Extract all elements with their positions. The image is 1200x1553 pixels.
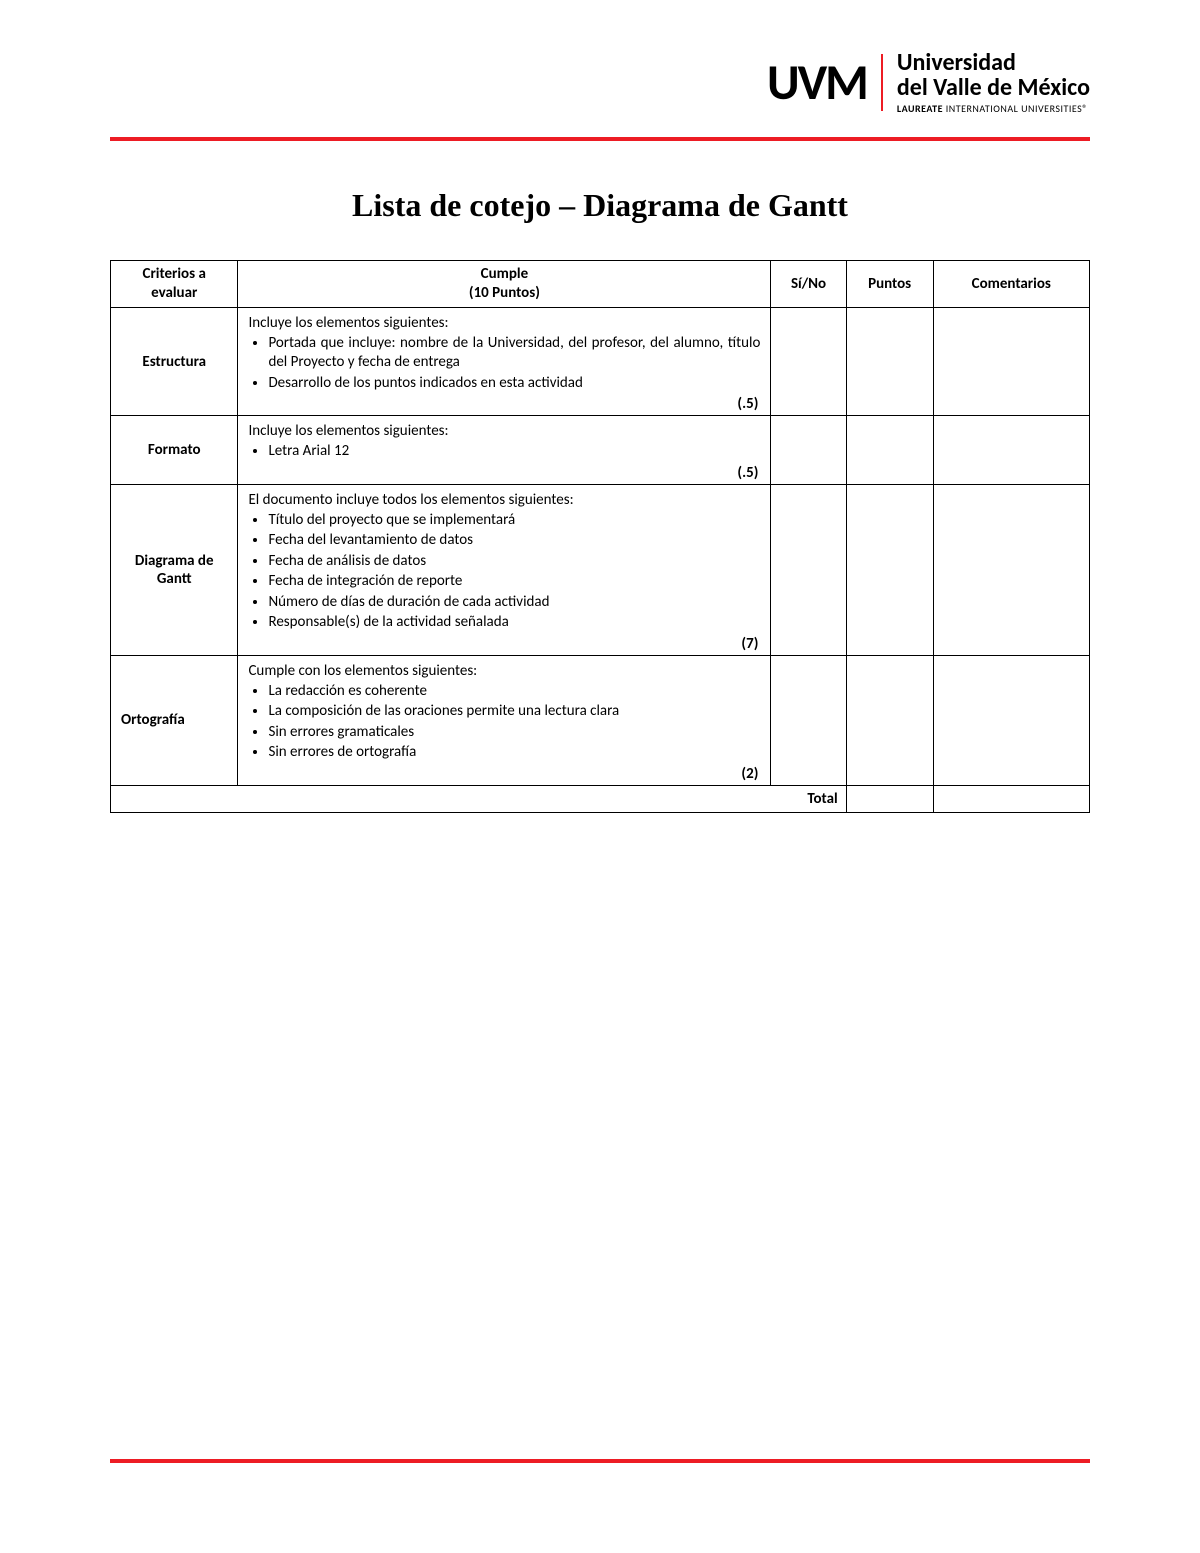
logo-separator (881, 54, 883, 111)
sino-cell (771, 484, 846, 655)
cumple-intro: El documento incluye todos los elementos… (248, 491, 760, 509)
logo-laureate-rest: INTERNATIONAL UNIVERSITIES® (943, 102, 1088, 115)
criterio-cell: Ortografía (111, 655, 238, 785)
table-row: OrtografíaCumple con los elementos sigui… (111, 655, 1090, 785)
total-row: Total (111, 785, 1090, 812)
page: UVM Universidad del Valle de México LAUR… (0, 0, 1200, 1553)
cumple-cell: Cumple con los elementos siguientes: La r… (238, 655, 771, 785)
cumple-intro: Incluye los elementos siguientes: (248, 314, 760, 332)
cumple-list-item: Fecha del levantamiento de datos (268, 531, 760, 551)
comentarios-cell (933, 655, 1089, 785)
cumple-list: Letra Arial 12 (248, 442, 760, 462)
page-title: Lista de cotejo – Diagrama de Gantt (110, 187, 1090, 224)
th-comentarios: Comentarios (933, 261, 1089, 308)
cumple-cell: Incluye los elementos siguientes: Portada… (238, 307, 771, 416)
total-puntos-cell (846, 785, 933, 812)
header-rule (110, 137, 1090, 141)
th-puntos: Puntos (846, 261, 933, 308)
logo-block: UVM Universidad del Valle de México LAUR… (767, 50, 1090, 115)
table-row: Diagrama de Gantt El documento incluye to… (111, 484, 1090, 655)
th-criterios-l2: evaluar (151, 284, 197, 302)
table-header-row: Criterios a evaluar Cumple (10 Puntos) S… (111, 261, 1090, 308)
cumple-list-item: Desarrollo de los puntos indicados en es… (268, 374, 760, 394)
cumple-list-item: Sin errores gramaticales (268, 723, 760, 743)
cumple-cell: Incluye los elementos siguientes: Letra A… (238, 416, 771, 485)
puntos-cell (846, 484, 933, 655)
comentarios-cell (933, 416, 1089, 485)
th-cumple-l2: (10 Puntos) (469, 284, 540, 302)
cumple-points: (7) (248, 635, 760, 653)
th-cumple: Cumple (10 Puntos) (238, 261, 771, 308)
cumple-intro: Cumple con los elementos siguientes: (248, 662, 760, 680)
sino-cell (771, 655, 846, 785)
cumple-list: Título del proyecto que se implementaráF… (248, 511, 760, 633)
cumple-intro: Incluye los elementos siguientes: (248, 422, 760, 440)
table-row: EstructuraIncluye los elementos siguient… (111, 307, 1090, 416)
cumple-list-item: Fecha de análisis de datos (268, 552, 760, 572)
logo-university-line2: del Valle de México (897, 75, 1090, 100)
comentarios-cell (933, 307, 1089, 416)
th-criterios-l1: Criterios a (143, 265, 206, 283)
logo-right: Universidad del Valle de México LAUREATE… (897, 50, 1090, 115)
puntos-cell (846, 307, 933, 416)
criterio-cell: Diagrama de Gantt (111, 484, 238, 655)
logo-laureate-bold: LAUREATE (897, 102, 943, 115)
criterio-cell: Estructura (111, 307, 238, 416)
th-cumple-l1: Cumple (481, 265, 528, 283)
logo-laureate-line: LAUREATE INTERNATIONAL UNIVERSITIES® (897, 102, 1090, 115)
puntos-cell (846, 655, 933, 785)
footer-rule (110, 1459, 1090, 1463)
cumple-list-item: Sin errores de ortografía (268, 743, 760, 763)
criterio-cell: Formato (111, 416, 238, 485)
puntos-cell (846, 416, 933, 485)
page-header: UVM Universidad del Valle de México LAUR… (110, 50, 1090, 115)
cumple-points: (.5) (248, 395, 760, 413)
total-label: Total (111, 785, 847, 812)
rubric-table: Criterios a evaluar Cumple (10 Puntos) S… (110, 260, 1090, 813)
cumple-list: Portada que incluye: nombre de la Univer… (248, 334, 760, 394)
sino-cell (771, 307, 846, 416)
cumple-list-item: Letra Arial 12 (268, 442, 760, 462)
logo-university-line1: Universidad (897, 50, 1090, 75)
cumple-list-item: Responsable(s) de la actividad señalada (268, 613, 760, 633)
th-sino: Sí/No (771, 261, 846, 308)
cumple-list-item: La redacción es coherente (268, 682, 760, 702)
cumple-list-item: Portada que incluye: nombre de la Univer… (268, 334, 760, 373)
sino-cell (771, 416, 846, 485)
cumple-points: (.5) (248, 464, 760, 482)
cumple-cell: El documento incluye todos los elementos… (238, 484, 771, 655)
total-comentarios-cell (933, 785, 1089, 812)
cumple-points: (2) (248, 765, 760, 783)
cumple-list-item: La composición de las oraciones permite … (268, 702, 760, 722)
comentarios-cell (933, 484, 1089, 655)
uvm-logo-text: UVM (767, 50, 867, 115)
cumple-list: La redacción es coherenteLa composición … (248, 682, 760, 763)
cumple-list-item: Título del proyecto que se implementará (268, 511, 760, 531)
cumple-list-item: Fecha de integración de reporte (268, 572, 760, 592)
table-row: FormatoIncluye los elementos siguientes:… (111, 416, 1090, 485)
th-criterios: Criterios a evaluar (111, 261, 238, 308)
cumple-list-item: Número de días de duración de cada activ… (268, 593, 760, 613)
